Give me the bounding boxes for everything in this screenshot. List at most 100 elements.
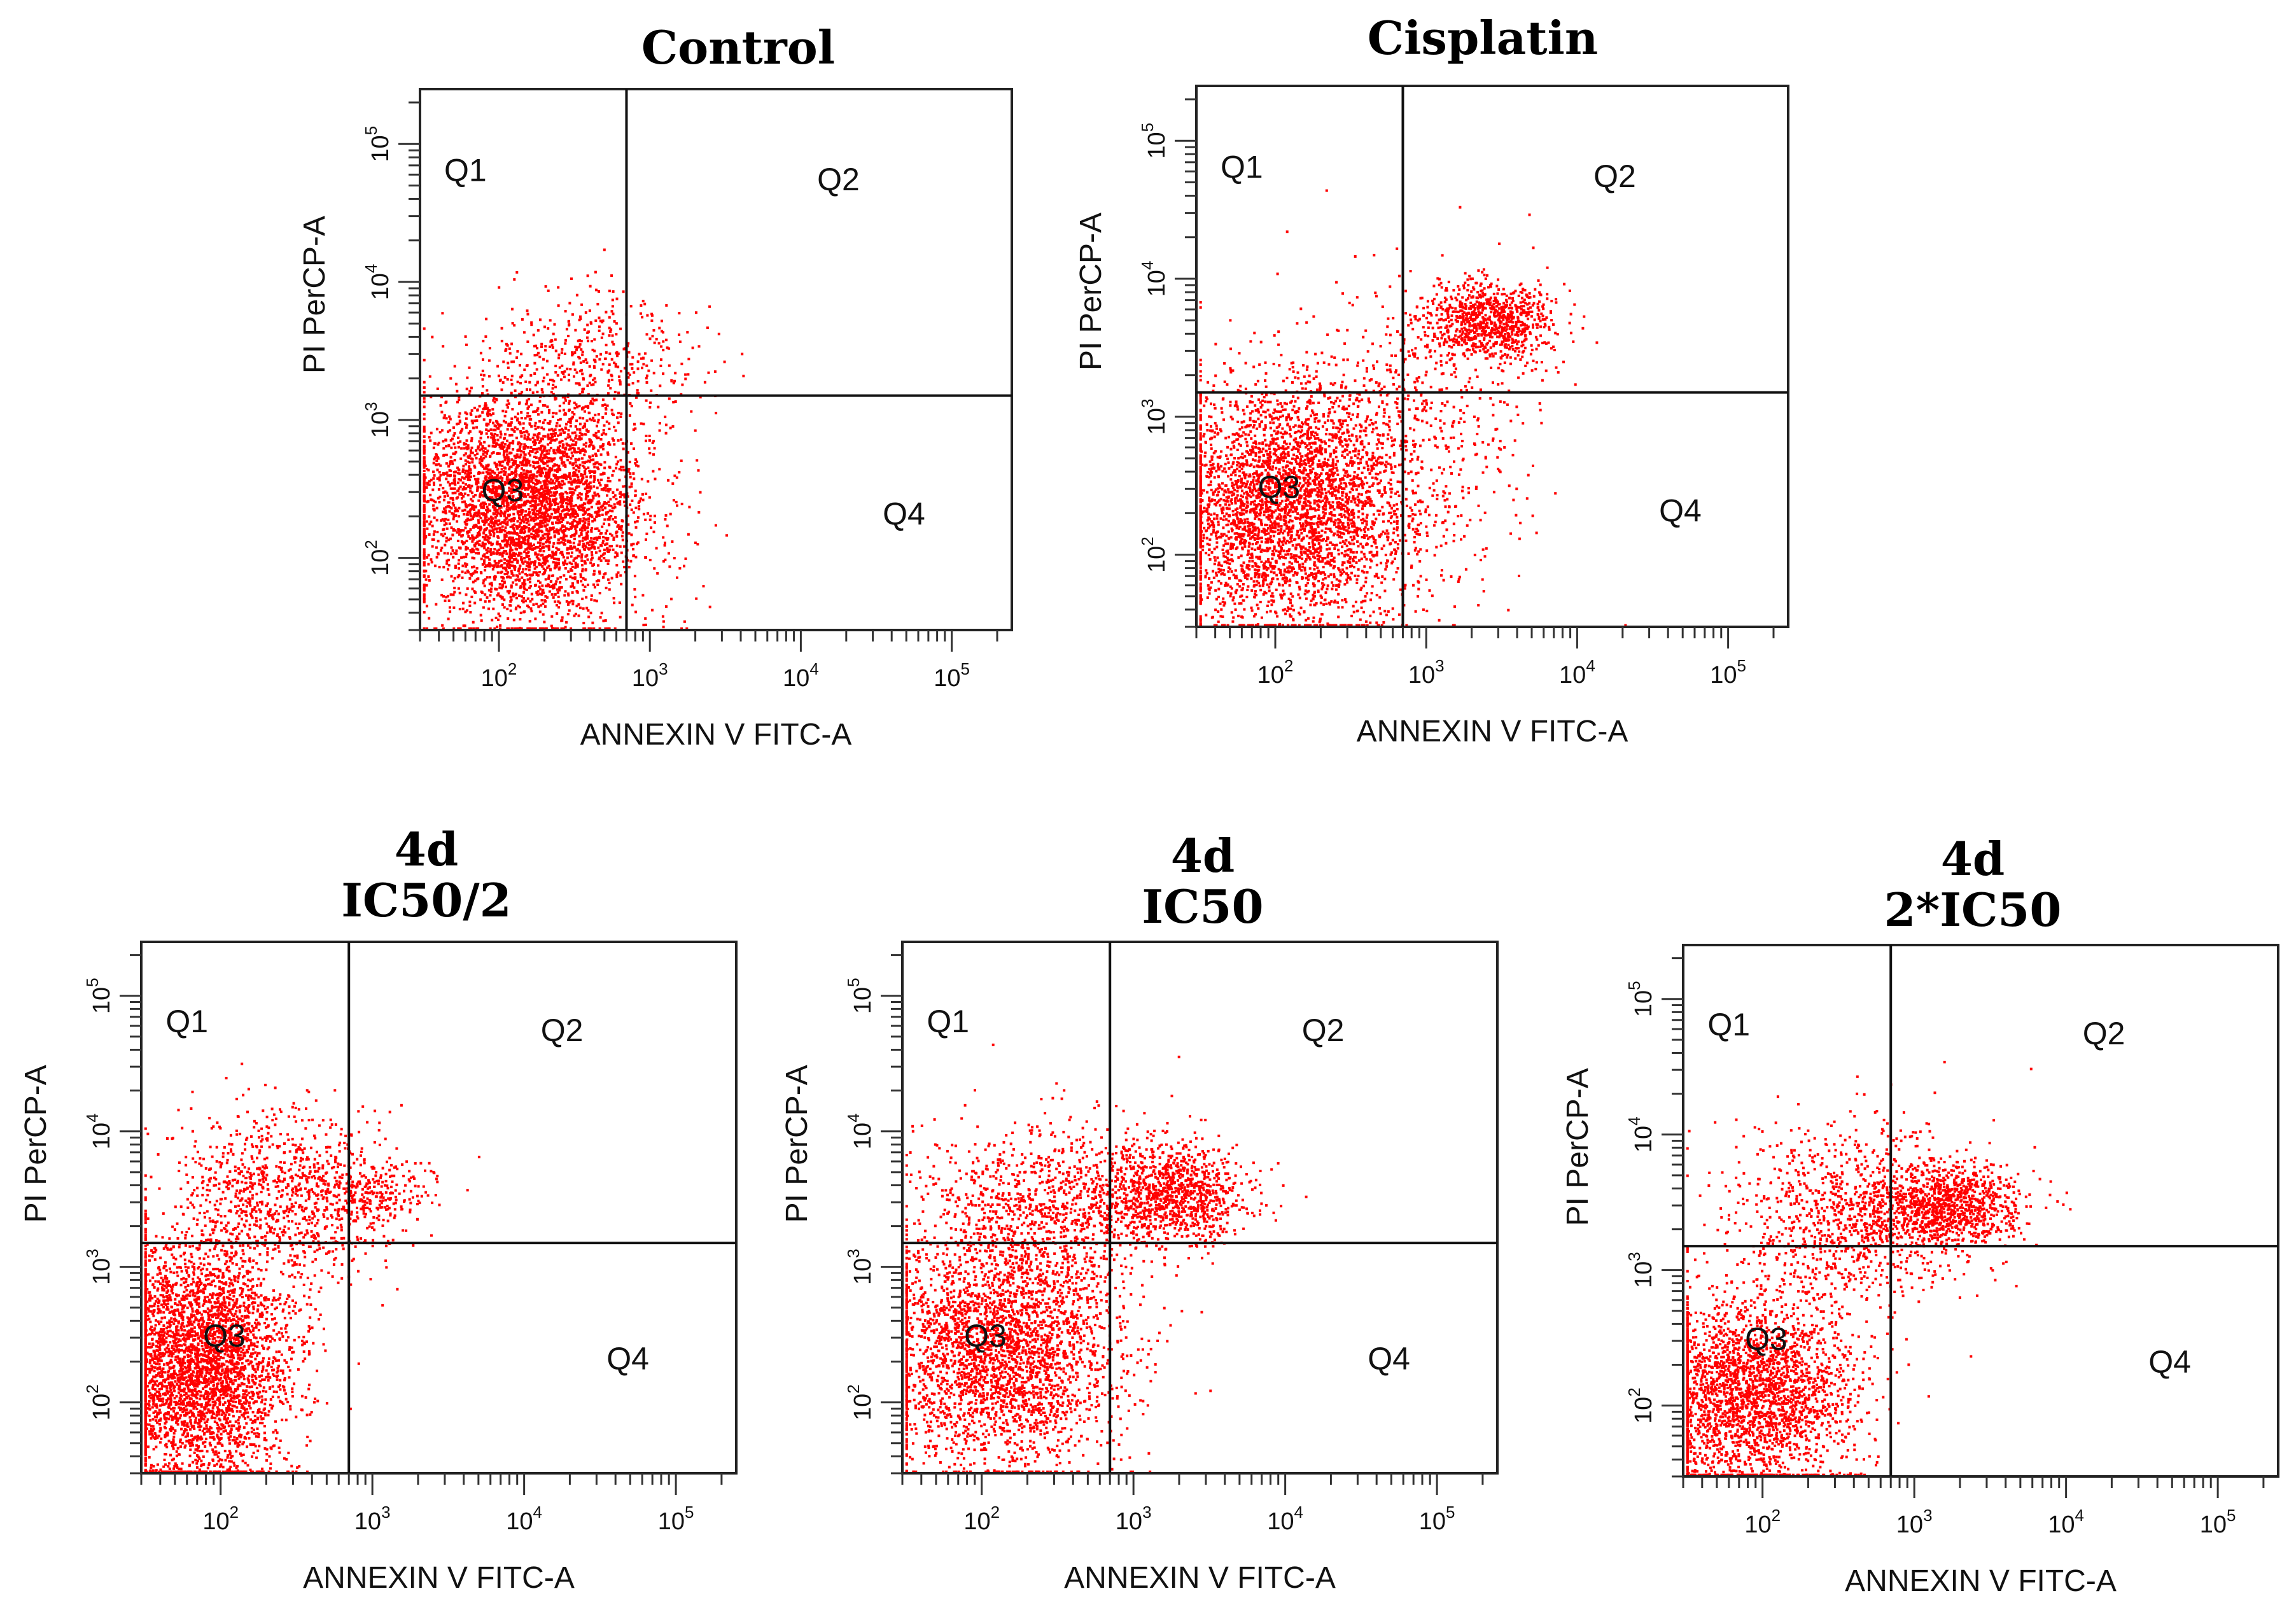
event-dot bbox=[532, 448, 535, 451]
event-dot bbox=[549, 505, 552, 508]
event-dot bbox=[565, 535, 568, 538]
event-dot bbox=[507, 444, 510, 447]
event-dot bbox=[484, 534, 487, 536]
event-dot bbox=[617, 460, 620, 463]
event-dot bbox=[556, 557, 558, 561]
event-dot bbox=[582, 426, 585, 429]
event-dot bbox=[607, 559, 610, 563]
event-dot bbox=[510, 374, 514, 377]
event-dot bbox=[546, 373, 549, 376]
event-dot bbox=[684, 373, 687, 376]
event-dot bbox=[500, 447, 503, 450]
event-dot bbox=[477, 551, 480, 554]
event-dot bbox=[431, 335, 434, 339]
event-dot bbox=[498, 615, 501, 618]
event-dot bbox=[640, 304, 643, 307]
event-dot bbox=[512, 499, 515, 502]
event-dot bbox=[526, 399, 529, 402]
event-dot bbox=[608, 290, 611, 293]
event-dot bbox=[461, 607, 465, 610]
event-dot bbox=[570, 505, 573, 508]
event-dot bbox=[541, 584, 544, 587]
event-dot bbox=[554, 434, 556, 437]
event-dot bbox=[446, 474, 449, 477]
event-dot bbox=[558, 483, 561, 486]
event-dot bbox=[1202, 536, 1205, 540]
event-dot bbox=[528, 508, 531, 511]
event-dot bbox=[567, 335, 570, 337]
event-dot bbox=[570, 495, 573, 498]
event-dot bbox=[578, 549, 581, 552]
event-dot bbox=[466, 510, 470, 514]
event-dot bbox=[551, 550, 554, 554]
event-dot bbox=[530, 592, 533, 596]
event-dot bbox=[521, 459, 524, 463]
event-dot bbox=[482, 453, 485, 456]
event-dot bbox=[501, 465, 504, 467]
event-dot bbox=[589, 417, 592, 421]
event-dot bbox=[595, 288, 598, 291]
event-dot bbox=[506, 439, 508, 442]
event-dot bbox=[662, 626, 665, 629]
event-dot bbox=[558, 586, 561, 589]
event-dot bbox=[461, 428, 464, 431]
event-dot bbox=[463, 443, 466, 446]
event-dot bbox=[539, 508, 542, 511]
event-dot bbox=[574, 328, 577, 332]
event-dot bbox=[474, 542, 477, 545]
event-dot bbox=[661, 615, 664, 618]
event-dot bbox=[644, 518, 647, 521]
event-dot bbox=[585, 442, 588, 445]
event-dot bbox=[575, 529, 578, 533]
event-dot bbox=[458, 478, 461, 480]
event-dot bbox=[597, 436, 600, 439]
event-dot bbox=[570, 568, 572, 571]
event-dot bbox=[510, 531, 513, 535]
event-dot bbox=[608, 582, 611, 584]
event-dot bbox=[525, 402, 528, 405]
event-dot bbox=[523, 368, 526, 372]
event-dot bbox=[520, 556, 523, 559]
event-dot bbox=[554, 553, 557, 556]
event-dot bbox=[1206, 429, 1209, 432]
event-dot bbox=[537, 605, 540, 608]
event-dot bbox=[638, 505, 641, 508]
event-dot bbox=[501, 555, 504, 558]
event-dot bbox=[551, 627, 554, 630]
event-dot bbox=[494, 508, 497, 511]
event-dot bbox=[444, 490, 447, 493]
event-dot bbox=[594, 528, 597, 530]
event-dot bbox=[573, 586, 576, 589]
event-dot bbox=[500, 468, 503, 471]
event-dot bbox=[571, 522, 574, 526]
event-dot bbox=[528, 536, 531, 539]
event-dot bbox=[523, 500, 526, 503]
event-dot bbox=[534, 551, 537, 554]
event-dot bbox=[1210, 447, 1213, 450]
event-dot bbox=[456, 531, 459, 534]
event-dot bbox=[478, 540, 481, 542]
event-dot bbox=[547, 519, 550, 522]
event-dot bbox=[540, 484, 543, 487]
event-dot bbox=[520, 417, 523, 419]
event-dot bbox=[613, 397, 616, 400]
event-dot bbox=[519, 498, 522, 501]
event-dot bbox=[516, 350, 519, 353]
event-dot bbox=[511, 321, 514, 325]
event-dot bbox=[442, 345, 445, 348]
event-dot bbox=[570, 585, 573, 588]
event-dot bbox=[552, 501, 556, 503]
event-dot bbox=[472, 572, 475, 575]
event-dot bbox=[484, 515, 487, 517]
event-dot bbox=[510, 520, 513, 522]
event-dot bbox=[536, 494, 539, 497]
event-dot bbox=[459, 457, 463, 460]
event-dot bbox=[558, 404, 561, 407]
event-dot bbox=[461, 481, 465, 484]
event-dot bbox=[587, 330, 590, 333]
event-dot bbox=[584, 521, 587, 524]
event-dot bbox=[491, 496, 494, 499]
event-dot bbox=[480, 459, 484, 463]
event-dot bbox=[470, 518, 473, 521]
event-dot bbox=[464, 503, 467, 506]
